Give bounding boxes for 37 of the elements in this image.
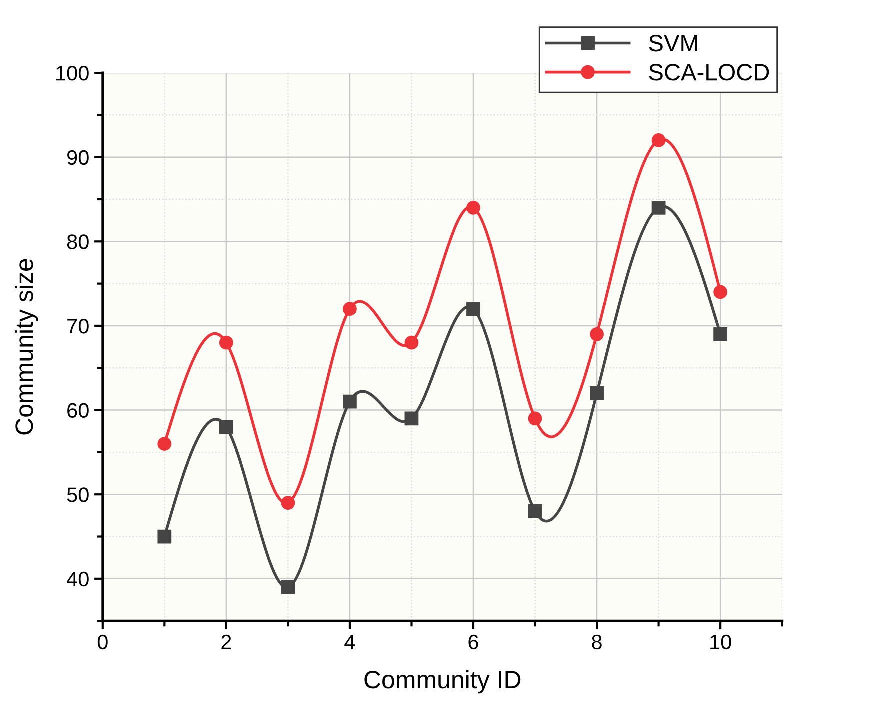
x-tick-label: 4 — [344, 635, 356, 650]
point — [343, 394, 357, 409]
point — [219, 420, 234, 434]
y-tick-label: 40 — [67, 572, 89, 587]
y-tick-label: 70 — [68, 318, 89, 334]
x-tick-label: 10 — [710, 634, 732, 650]
point — [219, 336, 234, 350]
point — [714, 327, 728, 342]
y-tick-label: 50 — [67, 488, 89, 502]
point — [343, 302, 357, 316]
legend-label: SVM — [649, 34, 698, 52]
point — [158, 530, 172, 544]
y-tick-label: 80 — [67, 234, 89, 250]
x-tick-label: 2 — [222, 634, 232, 650]
point — [404, 336, 419, 350]
y-axis-title: Community size — [14, 259, 38, 435]
point — [590, 327, 604, 342]
point — [652, 200, 666, 215]
y-tick-label: 100 — [56, 66, 89, 81]
point — [590, 386, 604, 400]
point — [652, 134, 666, 148]
legend-label: SCA-LOCD — [649, 64, 770, 81]
point — [528, 412, 542, 426]
point — [158, 437, 172, 451]
y-tick-label: 60 — [68, 403, 89, 418]
x-tick-label: 0 — [98, 634, 108, 650]
x-axis-title: Community ID — [364, 670, 521, 694]
point — [466, 200, 480, 215]
y-tick-label: 90 — [68, 150, 89, 166]
point — [714, 285, 728, 300]
point — [466, 302, 480, 316]
point — [281, 580, 296, 594]
point — [528, 504, 542, 518]
x-tick-label: 6 — [468, 634, 478, 650]
point — [281, 496, 296, 510]
x-tick-label: 8 — [592, 634, 602, 650]
point — [404, 412, 419, 426]
